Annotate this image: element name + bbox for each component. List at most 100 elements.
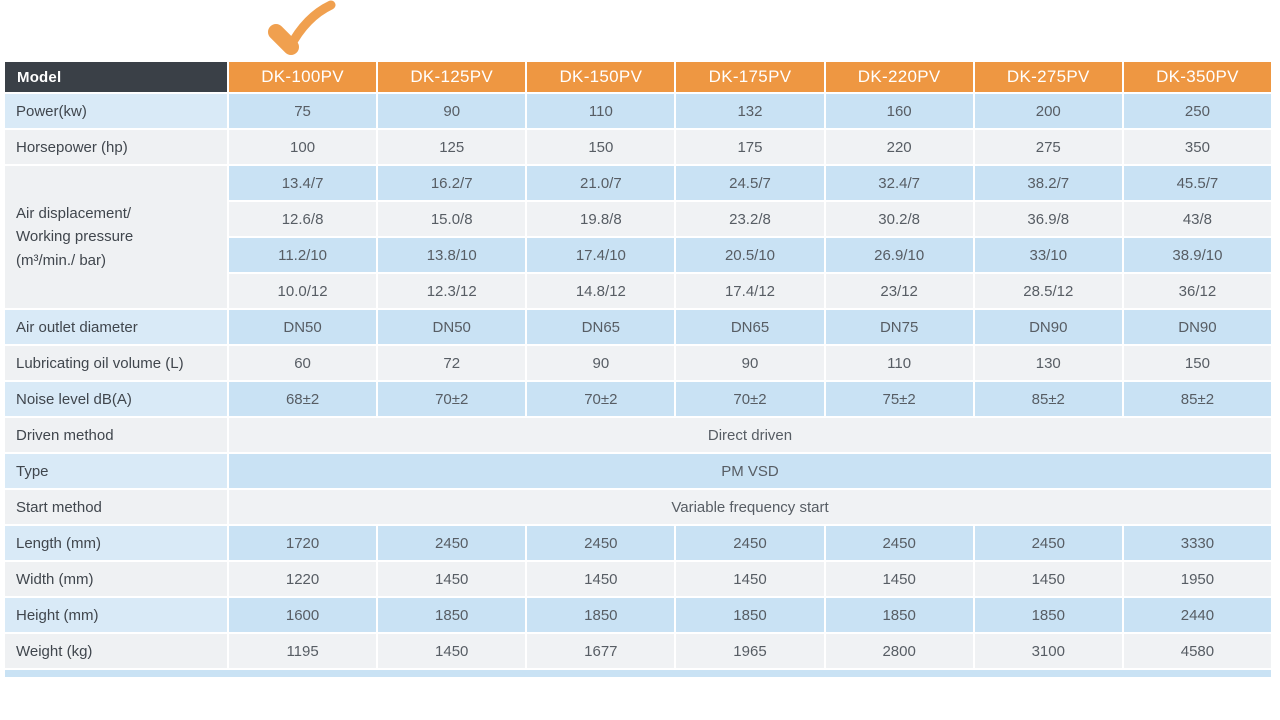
row-label: Horsepower (hp) <box>5 130 227 164</box>
spec-value: 275 <box>974 130 1122 164</box>
model-column-header: DK-350PV <box>1123 62 1271 92</box>
spec-value: 20.5/10 <box>676 238 824 272</box>
spec-value: 2440 <box>1123 598 1271 632</box>
spec-value: 220 <box>825 130 973 164</box>
spec-value: 43/8 <box>1123 202 1271 236</box>
spec-value: 28.5/12 <box>974 274 1122 308</box>
spec-value: 1850 <box>527 598 675 632</box>
spec-value: DN90 <box>1123 310 1271 344</box>
spec-value: 17.4/12 <box>676 274 824 308</box>
check-icon <box>264 0 338 56</box>
spec-value: 125 <box>378 130 526 164</box>
table-row: 11.2/10 13.8/10 17.4/10 20.5/10 26.9/10 33/10… <box>5 238 1271 272</box>
spec-value: 11.2/10 <box>229 238 377 272</box>
spec-value-span: Direct driven <box>229 418 1271 452</box>
table-row: 12.6/8 15.0/8 19.8/8 23.2/8 30.2/8 36.9/8 43/8 <box>5 202 1271 236</box>
spec-value: 45.5/7 <box>1123 166 1271 200</box>
table-row: Air outlet diameter DN50 DN50 DN65 DN65 DN75 D… <box>5 310 1271 344</box>
spec-value: 1450 <box>825 562 973 596</box>
spec-value: 250 <box>1123 94 1271 128</box>
spec-value: 13.4/7 <box>229 166 377 200</box>
spec-value: 1600 <box>229 598 377 632</box>
table-bottom-strip <box>5 670 1271 677</box>
spec-value: 14.8/12 <box>527 274 675 308</box>
header-row: Model DK-100PV DK-125PV DK-150PV DK-175PV DK… <box>5 62 1271 92</box>
spec-value: DN75 <box>825 310 973 344</box>
row-label: Power(kw) <box>5 94 227 128</box>
spec-value: 3330 <box>1123 526 1271 560</box>
row-label: Noise level dB(A) <box>5 382 227 416</box>
spec-value: 150 <box>527 130 675 164</box>
table-row: Driven method Direct driven <box>5 418 1271 452</box>
spec-table-body: Power(kw) 75 90 110 132 160 200 250 Horsepower (… <box>5 94 1271 677</box>
spec-value: 1950 <box>1123 562 1271 596</box>
spec-value: 1850 <box>378 598 526 632</box>
table-row: 10.0/12 12.3/12 14.8/12 17.4/12 23/12 28.5/12… <box>5 274 1271 308</box>
spec-value: 110 <box>527 94 675 128</box>
spec-value: 1850 <box>974 598 1122 632</box>
spec-value: 33/10 <box>974 238 1122 272</box>
table-row: Length (mm) 1720 2450 2450 2450 2450 2450 3330 <box>5 526 1271 560</box>
spec-value: 2450 <box>974 526 1122 560</box>
spec-value: 2450 <box>825 526 973 560</box>
spec-value: 2450 <box>676 526 824 560</box>
spec-value: 1450 <box>378 634 526 668</box>
spec-value: DN50 <box>229 310 377 344</box>
spec-value: 132 <box>676 94 824 128</box>
model-column-header: DK-100PV <box>229 62 377 92</box>
spec-value: 12.3/12 <box>378 274 526 308</box>
model-column-header: DK-275PV <box>974 62 1122 92</box>
table-row: Start method Variable frequency start <box>5 490 1271 524</box>
spec-value: 36/12 <box>1123 274 1271 308</box>
model-column-header: DK-150PV <box>527 62 675 92</box>
spec-value: 32.4/7 <box>825 166 973 200</box>
row-label: Height (mm) <box>5 598 227 632</box>
spec-value: 75 <box>229 94 377 128</box>
spec-value: 60 <box>229 346 377 380</box>
spec-value: 200 <box>974 94 1122 128</box>
spec-value: 38.9/10 <box>1123 238 1271 272</box>
spec-value: 1677 <box>527 634 675 668</box>
spec-value: 17.4/10 <box>527 238 675 272</box>
spec-value-span: PM VSD <box>229 454 1271 488</box>
spec-value: 24.5/7 <box>676 166 824 200</box>
spec-value: 150 <box>1123 346 1271 380</box>
table-row: Horsepower (hp) 100 125 150 175 220 275 350 <box>5 130 1271 164</box>
spec-value: 16.2/7 <box>378 166 526 200</box>
table-row: Air displacement/Working pressure (m³/min… <box>5 166 1271 308</box>
row-label: Lubricating oil volume (L) <box>5 346 227 380</box>
spec-value: 1195 <box>229 634 377 668</box>
spec-value: 23/12 <box>825 274 973 308</box>
spec-value: 36.9/8 <box>974 202 1122 236</box>
table-row: Weight (kg) 1195 1450 1677 1965 2800 3100 4580 <box>5 634 1271 668</box>
spec-value: 13.8/10 <box>378 238 526 272</box>
spec-value: 70±2 <box>378 382 526 416</box>
table-bottom-strip-cell <box>5 670 1271 677</box>
spec-value: 19.8/8 <box>527 202 675 236</box>
spec-value: 1450 <box>378 562 526 596</box>
spec-value: 70±2 <box>527 382 675 416</box>
row-label: Weight (kg) <box>5 634 227 668</box>
spec-value: 85±2 <box>1123 382 1271 416</box>
spec-value: 85±2 <box>974 382 1122 416</box>
row-label: Air outlet diameter <box>5 310 227 344</box>
table-row: Power(kw) 75 90 110 132 160 200 250 <box>5 94 1271 128</box>
spec-value: 21.0/7 <box>527 166 675 200</box>
spec-value: 90 <box>378 94 526 128</box>
spec-value: 1965 <box>676 634 824 668</box>
spec-value: 90 <box>527 346 675 380</box>
spec-value: 110 <box>825 346 973 380</box>
model-column-header: DK-175PV <box>676 62 824 92</box>
spec-value: 12.6/8 <box>229 202 377 236</box>
spec-value: 3100 <box>974 634 1122 668</box>
spec-value: 75±2 <box>825 382 973 416</box>
table-row: Width (mm) 1220 1450 1450 1450 1450 1450 1950 <box>5 562 1271 596</box>
spec-value: 70±2 <box>676 382 824 416</box>
spec-value: 38.2/7 <box>974 166 1122 200</box>
spec-value: 1720 <box>229 526 377 560</box>
spec-value: 1450 <box>527 562 675 596</box>
spec-value: 4580 <box>1123 634 1271 668</box>
spec-value: 1450 <box>974 562 1122 596</box>
spec-value: 2450 <box>378 526 526 560</box>
spec-value: 15.0/8 <box>378 202 526 236</box>
